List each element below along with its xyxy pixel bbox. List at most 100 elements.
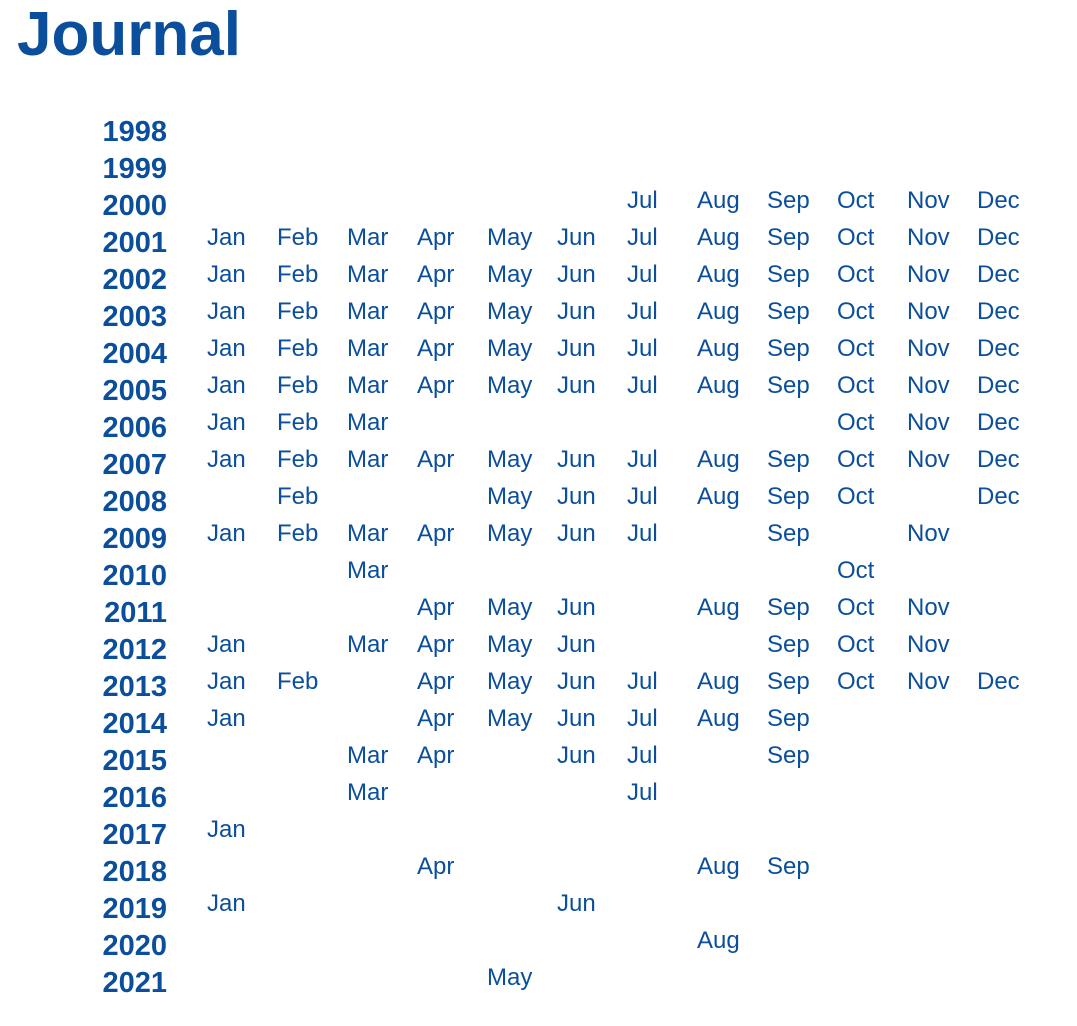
- month-link-dec[interactable]: Dec: [977, 668, 1020, 695]
- month-link-nov[interactable]: Nov: [907, 409, 950, 436]
- month-link-jul[interactable]: Jul: [627, 187, 658, 214]
- month-link-jan[interactable]: Jan: [207, 298, 246, 325]
- month-link-jun[interactable]: Jun: [557, 224, 596, 251]
- month-link-may[interactable]: May: [487, 372, 533, 399]
- month-link-jun[interactable]: Jun: [557, 520, 596, 547]
- month-link-feb[interactable]: Feb: [277, 335, 319, 362]
- month-link-nov[interactable]: Nov: [907, 631, 950, 658]
- month-link-aug[interactable]: Aug: [697, 298, 740, 325]
- month-link-dec[interactable]: Dec: [977, 261, 1020, 288]
- month-link-oct[interactable]: Oct: [837, 594, 875, 621]
- month-link-jul[interactable]: Jul: [627, 779, 658, 806]
- month-link-may[interactable]: May: [487, 335, 533, 362]
- month-link-jun[interactable]: Jun: [557, 335, 596, 362]
- month-link-jun[interactable]: Jun: [557, 261, 596, 288]
- month-link-mar[interactable]: Mar: [347, 372, 389, 399]
- month-link-jun[interactable]: Jun: [557, 890, 596, 917]
- month-link-jun[interactable]: Jun: [557, 594, 596, 621]
- month-link-nov[interactable]: Nov: [907, 372, 950, 399]
- month-link-apr[interactable]: Apr: [417, 594, 455, 621]
- month-link-oct[interactable]: Oct: [837, 409, 875, 436]
- month-link-mar[interactable]: Mar: [347, 631, 389, 658]
- month-link-dec[interactable]: Dec: [977, 224, 1020, 251]
- month-link-oct[interactable]: Oct: [837, 187, 875, 214]
- month-link-apr[interactable]: Apr: [417, 446, 455, 473]
- month-link-jul[interactable]: Jul: [627, 372, 658, 399]
- month-link-jul[interactable]: Jul: [627, 261, 658, 288]
- month-link-mar[interactable]: Mar: [347, 261, 389, 288]
- month-link-oct[interactable]: Oct: [837, 335, 875, 362]
- month-link-may[interactable]: May: [487, 298, 533, 325]
- month-link-may[interactable]: May: [487, 483, 533, 510]
- month-link-apr[interactable]: Apr: [417, 668, 455, 695]
- month-link-may[interactable]: May: [487, 520, 533, 547]
- month-link-nov[interactable]: Nov: [907, 335, 950, 362]
- month-link-aug[interactable]: Aug: [697, 668, 740, 695]
- month-link-jul[interactable]: Jul: [627, 298, 658, 325]
- month-link-sep[interactable]: Sep: [767, 446, 810, 473]
- month-link-jan[interactable]: Jan: [207, 816, 246, 843]
- month-link-sep[interactable]: Sep: [767, 335, 810, 362]
- month-link-aug[interactable]: Aug: [697, 224, 740, 251]
- month-link-nov[interactable]: Nov: [907, 187, 950, 214]
- month-link-jul[interactable]: Jul: [627, 446, 658, 473]
- month-link-aug[interactable]: Aug: [697, 853, 740, 880]
- month-link-nov[interactable]: Nov: [907, 594, 950, 621]
- month-link-feb[interactable]: Feb: [277, 446, 319, 473]
- month-link-apr[interactable]: Apr: [417, 631, 455, 658]
- month-link-jan[interactable]: Jan: [207, 409, 246, 436]
- month-link-nov[interactable]: Nov: [907, 224, 950, 251]
- month-link-apr[interactable]: Apr: [417, 298, 455, 325]
- month-link-feb[interactable]: Feb: [277, 261, 319, 288]
- month-link-oct[interactable]: Oct: [837, 668, 875, 695]
- month-link-aug[interactable]: Aug: [697, 372, 740, 399]
- month-link-jan[interactable]: Jan: [207, 520, 246, 547]
- month-link-sep[interactable]: Sep: [767, 631, 810, 658]
- month-link-sep[interactable]: Sep: [767, 261, 810, 288]
- month-link-sep[interactable]: Sep: [767, 705, 810, 732]
- month-link-aug[interactable]: Aug: [697, 446, 740, 473]
- month-link-apr[interactable]: Apr: [417, 520, 455, 547]
- month-link-oct[interactable]: Oct: [837, 298, 875, 325]
- month-link-mar[interactable]: Mar: [347, 335, 389, 362]
- month-link-nov[interactable]: Nov: [907, 668, 950, 695]
- month-link-jun[interactable]: Jun: [557, 705, 596, 732]
- month-link-jun[interactable]: Jun: [557, 298, 596, 325]
- month-link-feb[interactable]: Feb: [277, 224, 319, 251]
- month-link-aug[interactable]: Aug: [697, 261, 740, 288]
- month-link-aug[interactable]: Aug: [697, 187, 740, 214]
- month-link-feb[interactable]: Feb: [277, 372, 319, 399]
- month-link-jul[interactable]: Jul: [627, 335, 658, 362]
- month-link-oct[interactable]: Oct: [837, 372, 875, 399]
- month-link-dec[interactable]: Dec: [977, 335, 1020, 362]
- month-link-sep[interactable]: Sep: [767, 224, 810, 251]
- month-link-may[interactable]: May: [487, 705, 533, 732]
- month-link-dec[interactable]: Dec: [977, 483, 1020, 510]
- month-link-aug[interactable]: Aug: [697, 927, 740, 954]
- month-link-apr[interactable]: Apr: [417, 335, 455, 362]
- month-link-apr[interactable]: Apr: [417, 372, 455, 399]
- month-link-may[interactable]: May: [487, 964, 533, 991]
- month-link-mar[interactable]: Mar: [347, 224, 389, 251]
- month-link-sep[interactable]: Sep: [767, 483, 810, 510]
- month-link-dec[interactable]: Dec: [977, 187, 1020, 214]
- month-link-jun[interactable]: Jun: [557, 668, 596, 695]
- month-link-aug[interactable]: Aug: [697, 705, 740, 732]
- month-link-dec[interactable]: Dec: [977, 446, 1020, 473]
- month-link-feb[interactable]: Feb: [277, 520, 319, 547]
- month-link-jan[interactable]: Jan: [207, 261, 246, 288]
- month-link-dec[interactable]: Dec: [977, 409, 1020, 436]
- month-link-may[interactable]: May: [487, 224, 533, 251]
- month-link-jul[interactable]: Jul: [627, 483, 658, 510]
- month-link-mar[interactable]: Mar: [347, 298, 389, 325]
- month-link-sep[interactable]: Sep: [767, 372, 810, 399]
- month-link-jul[interactable]: Jul: [627, 520, 658, 547]
- month-link-dec[interactable]: Dec: [977, 298, 1020, 325]
- month-link-may[interactable]: May: [487, 446, 533, 473]
- month-link-jan[interactable]: Jan: [207, 224, 246, 251]
- month-link-may[interactable]: May: [487, 594, 533, 621]
- month-link-dec[interactable]: Dec: [977, 372, 1020, 399]
- month-link-nov[interactable]: Nov: [907, 446, 950, 473]
- month-link-sep[interactable]: Sep: [767, 187, 810, 214]
- month-link-sep[interactable]: Sep: [767, 742, 810, 769]
